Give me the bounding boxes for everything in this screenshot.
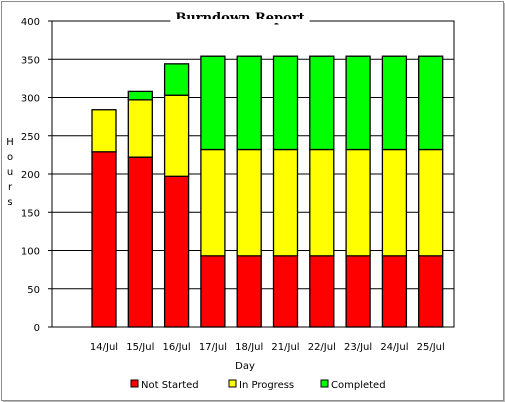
y-tick-label: 50 — [27, 285, 40, 296]
x-tick-label: 22/Jul — [308, 342, 336, 353]
title-gap — [170, 19, 310, 23]
bar-segment-in-progress — [236, 148, 262, 257]
bar-segment-completed — [309, 55, 335, 151]
bar-segment-completed — [272, 55, 299, 151]
y-tick-label: 0 — [34, 323, 40, 334]
bar-segment-completed — [163, 63, 190, 96]
legend-label: In Progress — [239, 380, 294, 391]
y-tick-label: 100 — [21, 247, 40, 258]
x-tick-label: 16/Jul — [163, 342, 191, 353]
bar-segment-not-started — [418, 255, 444, 328]
bar-segment-completed — [127, 90, 153, 101]
bar-segment-not-started — [91, 151, 117, 328]
bar-segment-completed — [418, 55, 444, 151]
y-tick-label: 150 — [21, 208, 40, 219]
x-axis-label: Day — [235, 361, 255, 372]
x-tick-label: 15/Jul — [126, 342, 154, 353]
bar-segment-in-progress — [418, 148, 444, 257]
x-tick-label: 21/Jul — [271, 342, 299, 353]
bar-segment-not-started — [309, 255, 335, 328]
bar-segment-in-progress — [200, 148, 226, 257]
bar-segment-in-progress — [345, 148, 371, 257]
legend-swatch — [130, 379, 139, 388]
bar-segment-not-started — [200, 255, 226, 328]
bar-segment-not-started — [272, 255, 299, 328]
bar-segment-completed — [236, 55, 262, 151]
y-tick-label: 200 — [21, 170, 40, 181]
x-tick-label: 14/Jul — [90, 342, 118, 353]
chart-title: Burndown Report — [175, 11, 304, 26]
bar-segment-completed — [381, 55, 408, 151]
x-tick-label: 24/Jul — [380, 342, 408, 353]
y-tick-label: 300 — [21, 94, 40, 105]
bar-segment-in-progress — [381, 148, 408, 257]
bar-segment-in-progress — [272, 148, 299, 257]
bar-segment-completed — [200, 55, 226, 151]
legend-swatch — [320, 379, 329, 388]
bar-segment-in-progress — [163, 94, 190, 177]
y-tick-label: 250 — [21, 132, 40, 143]
legend-label: Completed — [331, 380, 386, 391]
bars — [91, 55, 444, 328]
legend-label: Not Started — [141, 380, 199, 391]
legend: Not Started In Progress Completed — [130, 379, 386, 391]
bar-segment-not-started — [345, 255, 371, 328]
bar-segment-in-progress — [309, 148, 335, 257]
bar-segment-in-progress — [127, 99, 153, 158]
y-axis-ticks: 0 50 100 150 200 250 300 350 400 — [21, 17, 52, 334]
x-tick-label: 18/Jul — [235, 342, 263, 353]
x-axis-ticks: 14/Jul 15/Jul 16/Jul 17/Jul 18/Jul 21/Jul 22/J… — [90, 342, 445, 353]
bar-segment-completed — [345, 55, 371, 151]
bar-segment-not-started — [127, 156, 153, 328]
x-tick-label: 23/Jul — [344, 342, 372, 353]
bar-segment-not-started — [163, 175, 190, 328]
x-tick-label: 17/Jul — [199, 342, 227, 353]
bar-segment-in-progress — [91, 109, 117, 153]
legend-swatch — [228, 379, 237, 388]
y-tick-label: 350 — [21, 55, 40, 66]
bar-segment-not-started — [381, 255, 408, 328]
bar-segment-not-started — [236, 255, 262, 328]
y-tick-label: 400 — [21, 17, 40, 28]
x-tick-label: 25/Jul — [417, 342, 445, 353]
